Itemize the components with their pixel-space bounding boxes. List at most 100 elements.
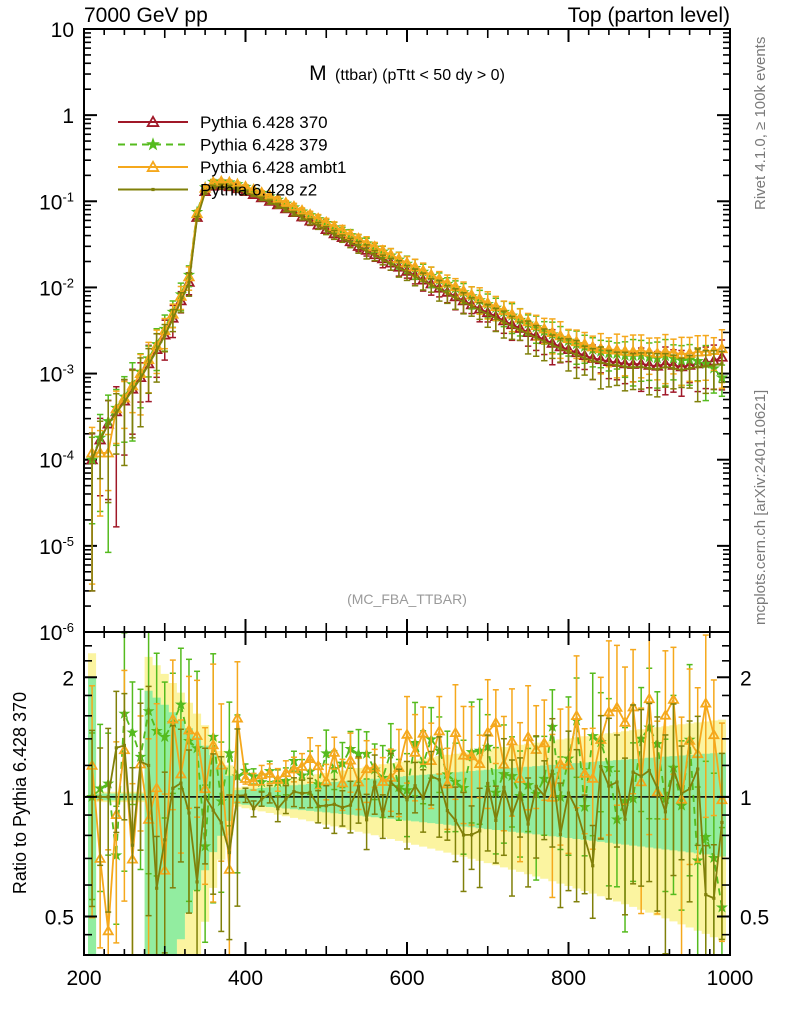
marker-triangle [409,746,422,757]
marker-dot [365,249,369,253]
marker-dot [494,818,498,822]
legend-item-pythia-6-428-370[interactable]: Pythia 6.428 370 [118,113,328,132]
marker-dot [696,365,700,369]
marker-dot [542,340,546,344]
marker-dot [453,818,458,822]
marker-dot [147,763,151,768]
plot-title: M (ttbar) (pTtt < 50 dy > 0) [309,62,505,85]
marker-dot [340,236,344,241]
marker-dot [583,356,587,360]
marker-dot [574,353,579,357]
marker-dot [122,743,126,748]
marker-dot [292,211,296,216]
marker-triangle [247,775,260,786]
marker-triangle [239,772,252,783]
legend-item-pythia-6-428-ambt1[interactable]: Pythia 6.428 ambt1 [118,158,346,177]
marker-dot [151,187,155,192]
marker-triangle [279,766,292,778]
ratio-y-tick-label-right: 2 [740,667,752,690]
marker-triangle [554,757,567,769]
ratio-y-tick-label-right: 1 [740,787,752,810]
marker-dot [90,458,94,462]
marker-dot [276,204,280,208]
marker-dot [566,791,571,795]
marker-dot [550,769,554,773]
marker-dot [211,808,215,812]
x-tick-label: 400 [228,967,263,990]
marker-triangle [659,709,672,720]
x-tick-label: 1000 [707,967,754,990]
marker-dot [599,360,603,364]
marker-dot [324,804,328,808]
marker-dot [647,768,651,773]
marker-triangle [207,738,220,750]
marker-triangle [255,186,268,198]
x-tick-label: 800 [551,967,586,990]
marker-triangle [473,757,486,768]
marker-dot [623,817,627,821]
legend-item-pythia-6-428-z2[interactable]: Pythia 6.428 z2 [118,181,317,200]
marker-triangle [146,114,160,127]
marker-dot [268,792,272,796]
marker-dot [526,822,530,826]
marker-dot [340,805,344,810]
marker-dot [251,807,256,811]
marker-dot [655,786,659,790]
marker-dot [591,864,595,868]
marker-dot [138,376,143,380]
marker-dot [639,774,643,778]
marker-triangle [312,759,325,771]
marker-dot [251,193,256,198]
y-tick-label: 10-2 [39,275,74,300]
marker-dot [437,287,441,291]
marker-star [223,746,236,759]
legend-item-pythia-6-428-379[interactable]: Pythia 6.428 379 [118,136,328,155]
marker-triangle [707,728,720,740]
legend-label: Pythia 6.428 379 [200,136,328,155]
marker-dot [413,274,417,279]
marker-dot [526,332,530,336]
marker-triangle [505,734,519,746]
marker-dot [284,797,288,801]
marker-dot [98,795,102,799]
marker-triangle [328,746,341,757]
marker-triangle [667,693,680,704]
marker-dot [348,241,353,245]
marker-dot [155,348,159,353]
legend-label: Pythia 6.428 ambt1 [200,158,346,177]
marker-triangle [699,696,712,708]
marker-dot [583,835,587,840]
marker-dot [696,767,700,771]
marker-dot [615,363,619,367]
marker-dot [195,216,199,221]
marker-dot [486,312,490,316]
marker-triangle [279,196,293,208]
marker-dot [332,233,336,237]
marker-dot [235,187,240,192]
main-plot-panel: 10-6 10-5 10-4 10-3 10-2 10-1 1 10 [39,19,731,645]
marker-dot [219,184,223,188]
marker-triangle [538,736,551,748]
marker-dot [704,364,708,368]
marker-triangle [570,709,583,720]
marker-dot [227,185,231,189]
marker-dot [413,784,417,788]
marker-dot [114,746,118,750]
marker-dot [356,245,361,249]
marker-triangle [166,712,179,724]
marker-dot [518,328,522,332]
mcplots-reference-label: mcplots.cern.ch [arXiv:2401.10621] [752,390,769,625]
marker-dot [179,781,183,785]
marker-dot [348,803,353,807]
ratio-axis-label: Ratio to Pythia 6.428 370 [10,692,30,894]
marker-dot [171,317,175,321]
marker-dot [445,291,449,296]
marker-dot [276,807,280,811]
watermark-label: (MC_FBA_TTBAR) [347,591,467,607]
marker-dot [203,794,207,799]
marker-dot [437,778,441,782]
marker-dot [332,802,336,806]
marker-dot [155,886,159,890]
marker-triangle [344,753,357,765]
